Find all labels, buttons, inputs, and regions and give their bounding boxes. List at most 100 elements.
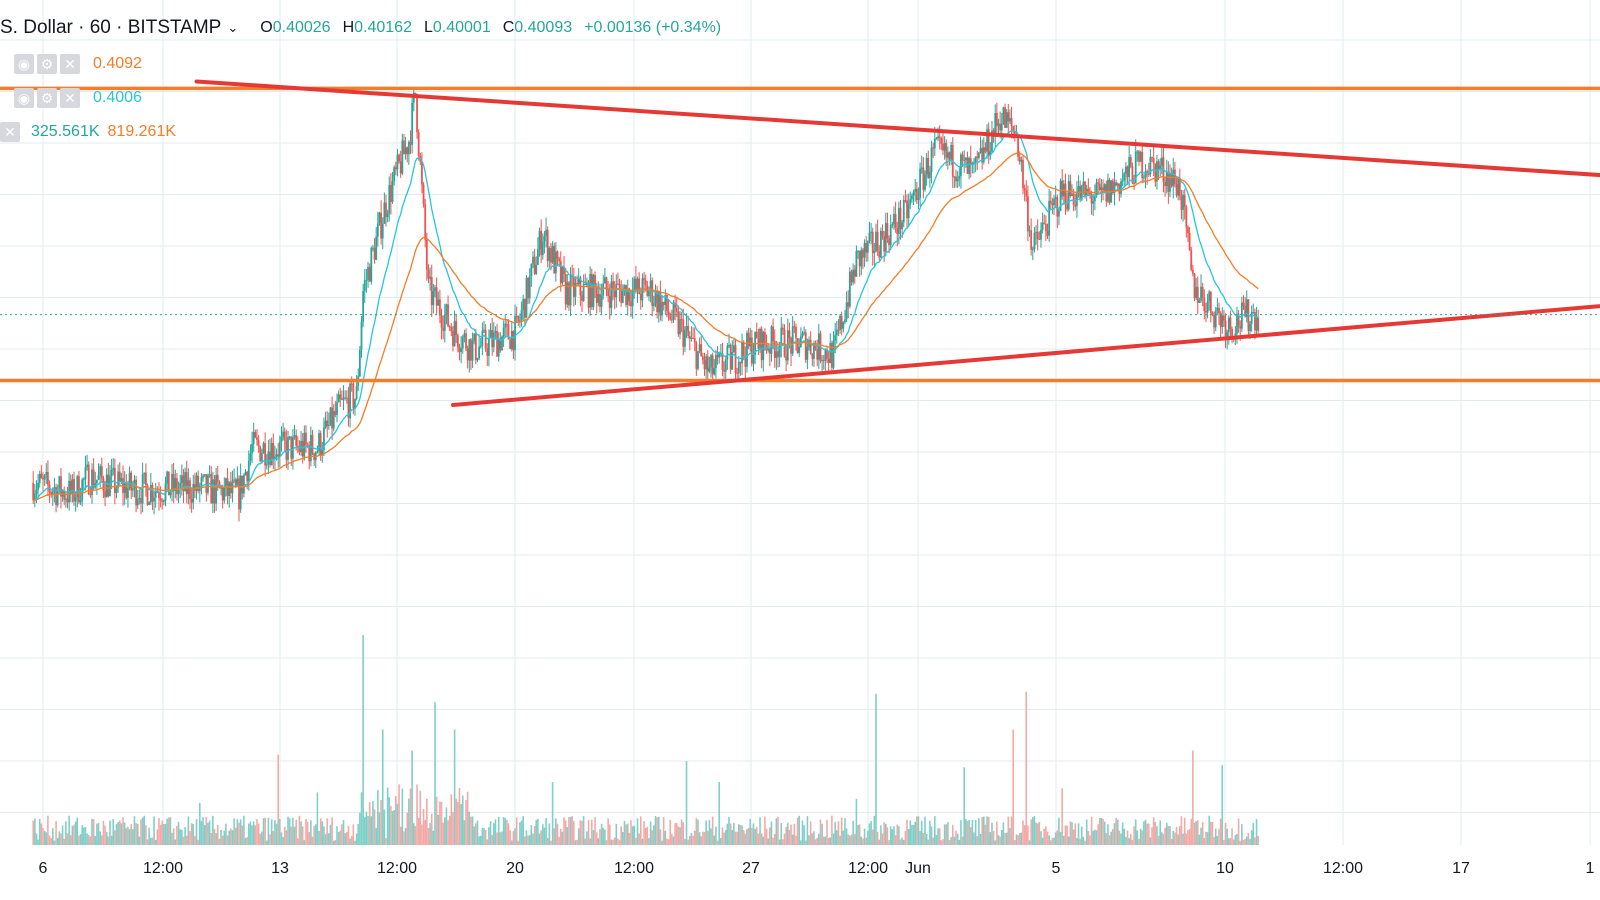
candle-body [427, 269, 430, 279]
symbol-title[interactable]: S. Dollar · 60 · BITSTAMP [0, 17, 222, 38]
candle-body [1009, 117, 1011, 122]
volume-bar [391, 810, 394, 845]
volume-bar [122, 817, 124, 845]
candle-body [239, 475, 242, 510]
volume-bar [1182, 833, 1184, 845]
volume-bar [561, 831, 564, 845]
volume-bar [84, 826, 87, 845]
volume-bar [238, 822, 240, 845]
candle-body [517, 316, 520, 322]
volume-bar [564, 820, 567, 845]
volume-bar [174, 839, 177, 845]
candle-body [1123, 173, 1126, 181]
candle-body [775, 351, 778, 358]
candle-body [705, 356, 708, 370]
close-icon[interactable]: ✕ [60, 88, 80, 108]
volume-bar [79, 834, 82, 845]
volume-bar [965, 818, 967, 845]
candle-body [234, 479, 237, 487]
volume-bar [582, 816, 585, 845]
candle-body [375, 236, 378, 260]
candle-body [1133, 183, 1135, 185]
candle-body [96, 479, 98, 484]
volume-bar [801, 820, 804, 845]
candle-body [42, 478, 44, 480]
eye-icon[interactable]: ◉ [14, 54, 34, 74]
volume-bar [853, 833, 856, 845]
candle-body [545, 229, 547, 237]
candle-body [306, 444, 309, 446]
volume-bar [819, 819, 822, 845]
volume-bar [675, 822, 678, 845]
candle-body [1084, 181, 1086, 197]
candle-body [177, 488, 180, 495]
volume-bar [618, 840, 621, 845]
candle-body [321, 449, 324, 456]
candle-body [839, 315, 841, 331]
volume-bar [997, 835, 1000, 845]
ema-slow-line [33, 152, 1259, 502]
volume-bar [1254, 837, 1256, 845]
candle-body [71, 479, 74, 494]
volume-bar [576, 839, 578, 845]
x-tick-label: 13 [271, 860, 289, 877]
candle-body [1028, 230, 1031, 232]
candle-body [569, 275, 572, 306]
gear-icon[interactable]: ⚙ [37, 88, 57, 108]
gear-icon[interactable]: ⚙ [37, 54, 57, 74]
volume-bar [811, 833, 814, 845]
close-icon[interactable]: ✕ [60, 54, 80, 74]
candle-body [981, 147, 984, 163]
candle-body [682, 319, 685, 347]
volume-bar [1228, 838, 1230, 845]
volume-bar [213, 829, 216, 845]
volume-bar [256, 819, 258, 845]
candle-body [1231, 328, 1233, 338]
volume-bar [104, 825, 106, 845]
volume-bar [1193, 822, 1196, 845]
volume-bar [571, 816, 573, 845]
volume-bar [1196, 820, 1199, 845]
candle-body [1013, 131, 1016, 136]
volume-bar [412, 823, 415, 845]
volume-bar [591, 819, 593, 845]
volume-bar [826, 819, 828, 845]
candle-body [452, 331, 454, 347]
candle-body [468, 339, 471, 361]
candle-body [407, 141, 410, 155]
candle-body [698, 344, 701, 352]
volume-bar [184, 827, 186, 845]
volume-bar [994, 840, 997, 845]
candle-body [465, 333, 467, 349]
volume-bar [102, 820, 105, 845]
volume-bar [1234, 835, 1237, 845]
eye-icon[interactable]: ◉ [14, 88, 34, 108]
volume-bar [942, 839, 944, 845]
candle-body [963, 160, 966, 162]
chevron-down-icon[interactable]: ⌄ [227, 20, 239, 35]
candle-body [435, 287, 438, 306]
volume-bar [999, 836, 1001, 845]
volume-bar [434, 702, 436, 845]
volume-bar [628, 832, 631, 845]
volume-bar [617, 838, 619, 845]
candle-body [817, 333, 820, 360]
close-icon[interactable]: ✕ [0, 122, 20, 142]
candle-body [532, 256, 534, 264]
volume-bar [752, 823, 755, 845]
volume-bar [354, 840, 356, 845]
volume-bar [1079, 838, 1081, 845]
volume-bar [92, 819, 95, 845]
candle-body [997, 123, 1000, 126]
volume-bar [862, 838, 864, 845]
volume-bar [1022, 820, 1024, 845]
candle-body [463, 333, 466, 337]
candle-body [492, 332, 495, 348]
candle-body [470, 339, 472, 361]
candle-body [855, 251, 858, 277]
candle-body [649, 280, 652, 292]
candle-body [943, 143, 946, 151]
volume-bar [290, 826, 293, 845]
candle-body [215, 474, 218, 504]
